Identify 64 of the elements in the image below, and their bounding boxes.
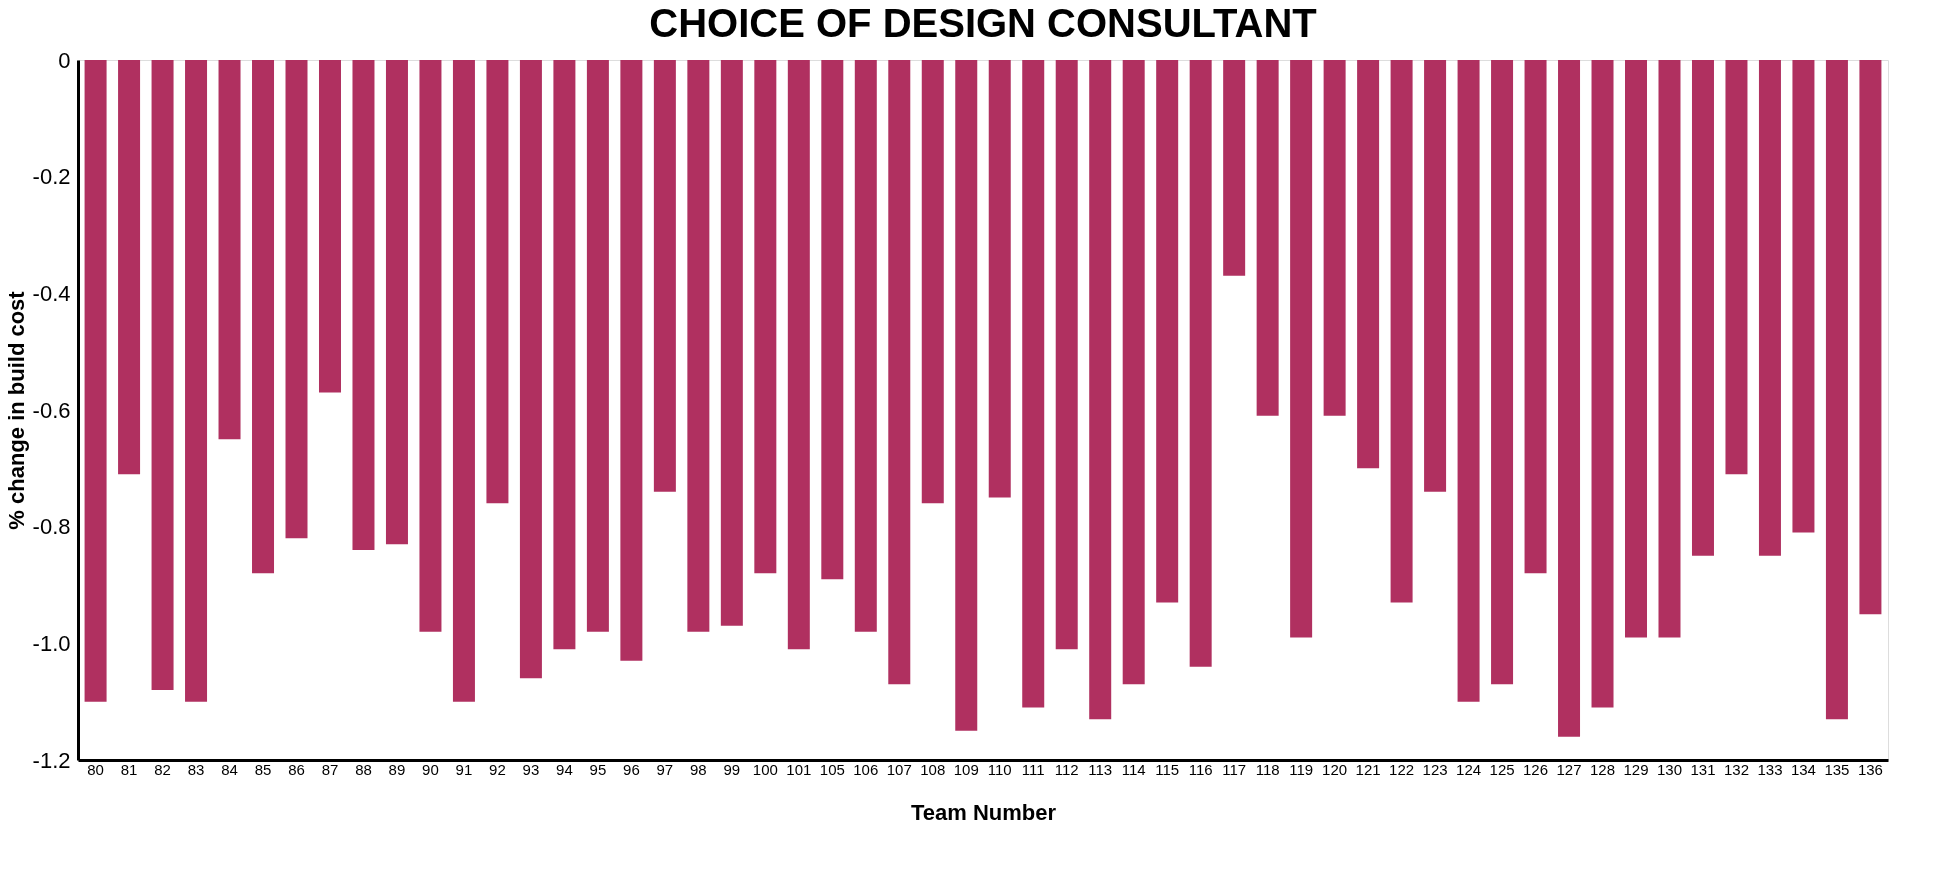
y-tick-label: -0.6: [32, 397, 71, 423]
x-tick-label: 89: [388, 760, 406, 778]
y-tick-label: -0.8: [32, 514, 71, 540]
x-tick-label: 88: [355, 760, 372, 778]
x-tick-label: 107: [886, 760, 912, 778]
x-tick-label: 91: [455, 760, 473, 778]
x-tick-label: 81: [120, 760, 138, 778]
x-tick-label: 111: [1021, 760, 1045, 778]
x-tick-label: 112: [1054, 760, 1079, 778]
x-tick-label: 125: [1489, 760, 1515, 778]
x-tick-label: 120: [1322, 760, 1348, 778]
y-tick-label: -0.2: [32, 164, 71, 190]
y-axis-title: % change in build cost: [3, 290, 29, 530]
x-tick-label: 134: [1790, 760, 1816, 778]
x-tick-label: 136: [1857, 760, 1883, 778]
x-tick-label: 116: [1188, 760, 1213, 778]
x-tick-label: 109: [953, 760, 979, 778]
x-tick-label: 130: [1656, 760, 1683, 778]
x-tick-label: 127: [1556, 760, 1582, 778]
x-tick-label: 121: [1355, 760, 1381, 778]
x-tick-label: 115: [1155, 760, 1180, 778]
x-tick-label: 129: [1623, 760, 1649, 778]
x-tick-label: 90: [422, 760, 439, 778]
x-tick-label: 95: [589, 760, 607, 778]
chart-title: CHOICE OF DESIGN CONSULTANT: [649, 1, 1317, 45]
x-tick-label: 99: [723, 760, 741, 778]
x-tick-label: 118: [1255, 760, 1280, 778]
y-tick-label: -0.4: [32, 280, 71, 306]
x-tick-label: 114: [1121, 760, 1146, 778]
x-tick-label: 85: [254, 760, 272, 778]
x-tick-label: 98: [690, 760, 707, 778]
x-tick-label: 110: [987, 760, 1012, 778]
x-tick-label: 132: [1723, 760, 1749, 778]
x-tick-label: 100: [752, 760, 778, 778]
x-tick-label: 105: [819, 760, 845, 778]
x-tick-label: 101: [786, 760, 812, 778]
x-tick-label: 80: [87, 760, 104, 778]
x-tick-label: 93: [522, 760, 540, 778]
y-tick-label: -1.2: [32, 747, 71, 773]
x-tick-label: 135: [1824, 760, 1850, 778]
x-tick-label: 97: [656, 760, 674, 778]
x-tick-label: 124: [1456, 760, 1482, 778]
x-tick-label: 87: [321, 760, 339, 778]
x-tick-label: 92: [489, 760, 506, 778]
x-tick-label: 131: [1690, 760, 1716, 778]
x-axis-title: Team Number: [910, 799, 1057, 825]
y-tick-label: -1.0: [32, 630, 71, 656]
x-tick-label: 96: [623, 760, 640, 778]
x-tick-label: 84: [221, 760, 238, 778]
x-tick-label: 83: [187, 760, 205, 778]
x-tick-label: 117: [1222, 760, 1247, 778]
x-tick-label: 128: [1590, 760, 1616, 778]
x-tick-label: 108: [920, 760, 946, 778]
x-tick-label: 94: [556, 760, 573, 778]
x-tick-label: 133: [1757, 760, 1783, 778]
x-tick-label: 106: [853, 760, 879, 778]
y-tick-label: 0: [58, 47, 71, 73]
x-tick-label: 122: [1389, 760, 1415, 778]
x-tick-label: 82: [154, 760, 171, 778]
x-tick-label: 113: [1088, 760, 1113, 778]
x-tick-label: 123: [1422, 760, 1448, 778]
x-tick-label: 119: [1289, 760, 1314, 778]
x-tick-label: 126: [1523, 760, 1549, 778]
x-tick-label: 86: [288, 760, 305, 778]
